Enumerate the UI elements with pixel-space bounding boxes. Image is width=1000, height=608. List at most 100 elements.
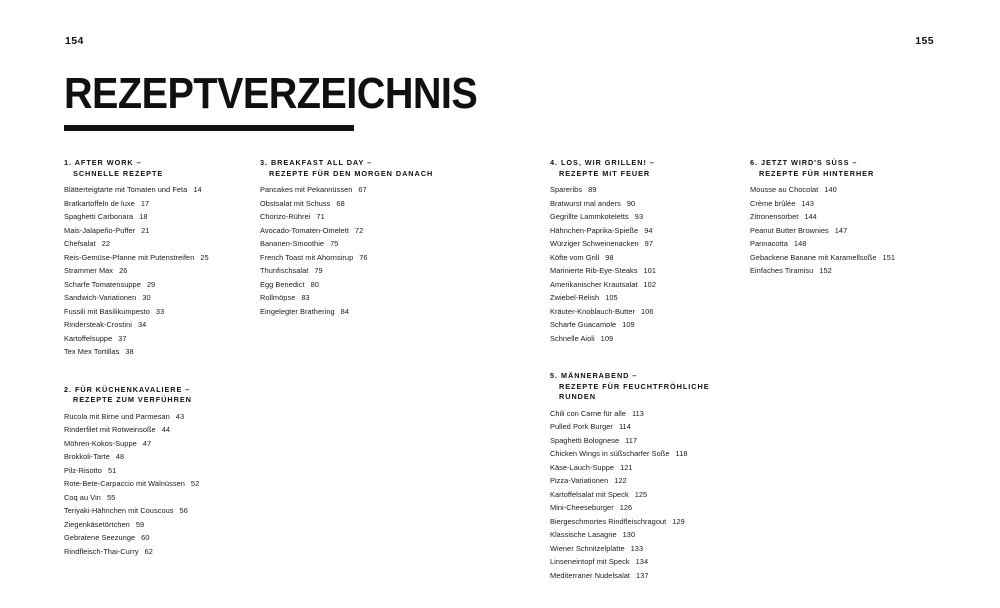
toc-entry[interactable]: Reis-Gemüse-Pfanne mit Putenstreifen 25 — [64, 251, 254, 265]
toc-entry[interactable]: Kartoffelsalat mit Speck 125 — [550, 488, 745, 502]
toc-entry-page-number: 48 — [115, 452, 125, 462]
toc-entry[interactable]: Rote-Bete-Carpaccio mit Walnüssen 52 — [64, 477, 254, 491]
toc-entry[interactable]: Biergeschmortes Rindfleischragout 129 — [550, 515, 745, 529]
toc-entry[interactable]: Bananen-Smoothie 75 — [260, 237, 490, 251]
toc-entry[interactable]: Einfaches Tiramisu 152 — [750, 264, 955, 278]
toc-entry[interactable]: Amerikanischer Krautsalat 102 — [550, 278, 745, 292]
toc-entry-page-number: 89 — [588, 185, 597, 195]
toc-entry-title: Bananen-Smoothie — [260, 239, 325, 249]
toc-entry[interactable]: Schnelle Aioli 109 — [550, 332, 745, 346]
toc-entry[interactable]: Scharfe Tomatensuppe 29 — [64, 278, 254, 292]
toc-entry[interactable]: Tex Mex Tortillas 38 — [64, 345, 254, 359]
toc-entry[interactable]: Peanut Butter Brownies 147 — [750, 224, 955, 238]
toc-entry[interactable]: Obstsalat mit Schuss 68 — [260, 197, 490, 211]
toc-section-heading-line: RUNDEN — [559, 392, 596, 402]
toc-entry[interactable]: Sandwich-Variationen 30 — [64, 291, 254, 305]
toc-entry[interactable]: Linseneintopf mit Speck 134 — [550, 555, 745, 569]
toc-section: 5. MÄNNERABEND – REZEPTE FÜR FEUCHTFRÖHLI… — [550, 371, 745, 582]
toc-entry-title: Crème brûlée — [750, 198, 796, 208]
toc-entry[interactable]: Thunfischsalat 79 — [260, 264, 490, 278]
toc-entry[interactable]: Gebackene Banane mit Karamellsoße 151 — [750, 251, 955, 265]
toc-entry-page-number: 97 — [644, 239, 653, 249]
toc-entry[interactable]: Pancakes mit Pekannüssen 67 — [260, 183, 490, 197]
toc-entry[interactable]: Hähnchen-Paprika-Spieße 94 — [550, 224, 745, 238]
toc-entry[interactable]: Gegrillte Lammkoteletts 93 — [550, 210, 745, 224]
toc-entry[interactable]: Gebratene Seezunge 60 — [64, 531, 254, 545]
toc-entry-title: Pizza-Variationen — [550, 476, 609, 486]
toc-entry[interactable]: Köfte vom Grill 98 — [550, 251, 745, 265]
toc-entry[interactable]: Chicken Wings in süßscharfer Soße 118 — [550, 447, 745, 461]
toc-section-heading-line: REZEPTE FÜR FEUCHTFRÖHLICHE — [559, 381, 710, 391]
toc-section-heading: 2. FÜR KÜCHENKAVALIERE – REZEPTE ZUM VERF… — [64, 385, 254, 406]
toc-entry-page-number: 83 — [301, 293, 310, 303]
toc-entry[interactable]: Chili con Carne für alle 113 — [550, 407, 745, 421]
toc-entry[interactable]: Pannacotta 148 — [750, 237, 955, 251]
toc-entry-title: Gebackene Banane mit Karamellsoße — [750, 252, 877, 262]
toc-entry[interactable]: Bratwurst mal anders 90 — [550, 197, 745, 211]
toc-entry[interactable]: French Toast mit Ahornsirup 76 — [260, 251, 490, 265]
toc-entry[interactable]: Teriyaki-Hähnchen mit Couscous 56 — [64, 504, 254, 518]
toc-entry[interactable]: Fussili mit Basilikumpesto 33 — [64, 305, 254, 319]
masthead: REZEPTVERZEICHNIS — [64, 72, 484, 131]
toc-entry-page-number: 84 — [340, 306, 349, 316]
toc-entry[interactable]: Bratkartoffeln de luxe 17 — [64, 197, 254, 211]
toc-entry[interactable]: Rindersteak-Crostini 34 — [64, 318, 254, 332]
toc-entry-page-number: 147 — [834, 225, 848, 235]
toc-entry[interactable]: Pizza-Variationen 122 — [550, 474, 745, 488]
toc-entry-page-number: 59 — [135, 519, 145, 529]
toc-entry[interactable]: Scharfe Guacamole 109 — [550, 318, 745, 332]
toc-entry[interactable]: Mini-Cheeseburger 126 — [550, 501, 745, 515]
toc-entry[interactable]: Würziger Schweinenacken 97 — [550, 237, 745, 251]
toc-entry[interactable]: Mousse au Chocolat 140 — [750, 183, 955, 197]
toc-entry[interactable]: Mais-Jalapeño-Puffer 21 — [64, 224, 254, 238]
toc-entry[interactable]: Klassische Lasagne 130 — [550, 528, 745, 542]
toc-entry[interactable]: Rinderfilet mit Rotweinsoße 44 — [64, 423, 254, 437]
toc-entry[interactable]: Marinierte Rib-Eye-Steaks 101 — [550, 264, 745, 278]
toc-entry[interactable]: Zwiebel-Relish 105 — [550, 291, 745, 305]
toc-entry-page-number: 152 — [819, 266, 832, 276]
toc-entry-title: Mais-Jalapeño-Puffer — [64, 225, 136, 235]
toc-entry-title: Schnelle Aioli — [550, 333, 595, 343]
toc-section: 1. AFTER WORK – SCHNELLE REZEPTE Blätterte… — [64, 158, 254, 359]
toc-entry[interactable]: Coq au Vin 55 — [64, 491, 254, 505]
toc-entry[interactable]: Pilz-Risotto 51 — [64, 464, 254, 478]
toc-column-1: 1. AFTER WORK – SCHNELLE REZEPTE Blätterte… — [64, 158, 254, 584]
toc-entry[interactable]: Wiener Schnitzelplatte 133 — [550, 542, 745, 556]
toc-entry[interactable]: Egg Benedict 80 — [260, 278, 490, 292]
toc-entry[interactable]: Rollmöpse 83 — [260, 291, 490, 305]
toc-entry[interactable]: Mediterraner Nudelsalat 137 — [550, 569, 745, 583]
toc-entry-page-number: 34 — [137, 320, 147, 330]
toc-entry-page-number: 134 — [635, 557, 649, 567]
toc-entry-page-number: 118 — [675, 449, 688, 459]
toc-entry[interactable]: Kräuter-Knoblauch-Butter 106 — [550, 305, 745, 319]
toc-entry[interactable]: Spaghetti Carbonara 18 — [64, 210, 254, 224]
toc-entry-title: Marinierte Rib-Eye-Steaks — [550, 266, 638, 276]
toc-entry-page-number: 140 — [824, 185, 837, 195]
toc-entry[interactable]: Möhren-Kokos-Suppe 47 — [64, 437, 254, 451]
toc-entry[interactable]: Brokkoli-Tarte 48 — [64, 450, 254, 464]
toc-entry[interactable]: Zitronensorbet 144 — [750, 210, 955, 224]
toc-entry[interactable]: Chorizo-Rührei 71 — [260, 210, 490, 224]
toc-entry[interactable]: Avocado-Tomaten-Omelett 72 — [260, 224, 490, 238]
toc-entry[interactable]: Crème brûlée 143 — [750, 197, 955, 211]
toc-entry[interactable]: Rucola mit Birne und Parmesan 43 — [64, 410, 254, 424]
toc-entry[interactable]: Pulled Pork Burger 114 — [550, 420, 745, 434]
toc-entry[interactable]: Eingelegter Brathering 84 — [260, 305, 490, 319]
toc-entry[interactable]: Kartoffelsuppe 37 — [64, 332, 254, 346]
toc-entry-title: Spareribs — [550, 185, 583, 195]
folio-right-page-number: 155 — [915, 35, 934, 47]
toc-entry[interactable]: Strammer Max 26 — [64, 264, 254, 278]
toc-entry[interactable]: Spareribs 89 — [550, 183, 745, 197]
toc-entry[interactable]: Käse-Lauch-Suppe 121 — [550, 461, 745, 475]
toc-entry[interactable]: Ziegenkäsetörtchen 59 — [64, 518, 254, 532]
toc-entry[interactable]: Rindfleisch-Thai-Curry 62 — [64, 545, 254, 559]
toc-entry-page-number: 143 — [801, 198, 814, 208]
toc-entry-page-number: 129 — [672, 516, 685, 526]
toc-entry-page-number: 47 — [142, 438, 152, 448]
toc-entry[interactable]: Chefsalat 22 — [64, 237, 254, 251]
toc-entry-page-number: 122 — [614, 476, 627, 486]
toc-entry-page-number: 56 — [179, 506, 188, 516]
toc-entry-title: Obstsalat mit Schuss — [260, 198, 331, 208]
toc-entry[interactable]: Blätterteigtarte mit Tomaten und Feta 14 — [64, 183, 254, 197]
toc-entry[interactable]: Spaghetti Bolognese 117 — [550, 434, 745, 448]
